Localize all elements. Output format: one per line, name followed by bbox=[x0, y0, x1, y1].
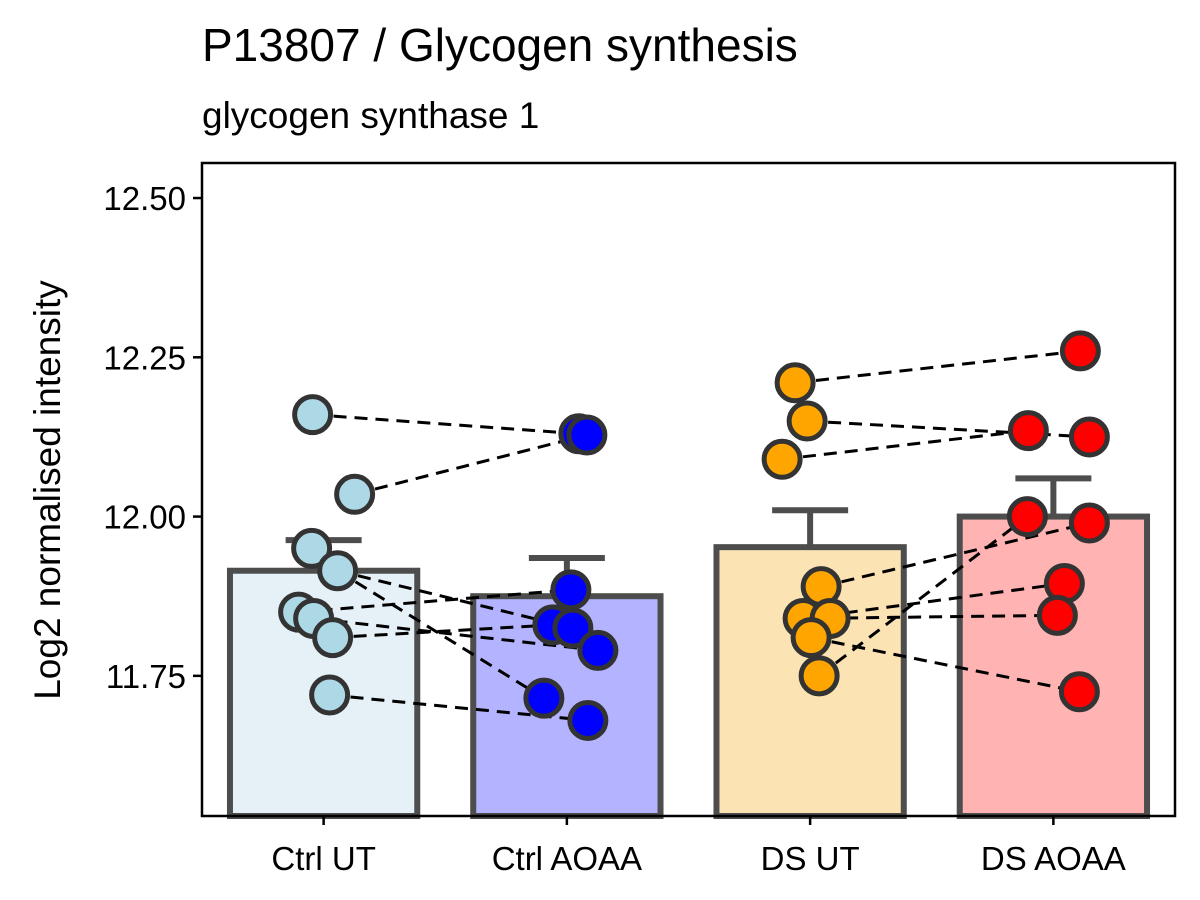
x-tick-label: DS AOAA bbox=[981, 840, 1126, 877]
data-point bbox=[312, 617, 354, 659]
y-tick-label: 12.00 bbox=[103, 499, 186, 536]
data-point bbox=[1068, 416, 1110, 458]
data-point bbox=[292, 394, 334, 436]
paired-line bbox=[820, 521, 1090, 589]
data-point bbox=[334, 473, 376, 515]
error-bar bbox=[772, 507, 849, 548]
data-point bbox=[1036, 594, 1078, 636]
x-tick-label: Ctrl AOAA bbox=[492, 840, 642, 877]
y-tick-label: 12.50 bbox=[103, 180, 186, 217]
data-point bbox=[309, 674, 351, 716]
paired-line bbox=[312, 413, 579, 436]
y-tick-label: 11.75 bbox=[106, 658, 186, 695]
x-tick-label: DS UT bbox=[761, 840, 860, 877]
y-axis-label: Log2 normalised intensity bbox=[27, 280, 68, 700]
x-tick-label: Ctrl UT bbox=[271, 840, 375, 877]
data-point bbox=[567, 699, 609, 741]
data-point bbox=[761, 438, 803, 480]
data-point bbox=[798, 655, 840, 697]
paired-line bbox=[298, 588, 571, 614]
data-point bbox=[291, 527, 333, 569]
data-point bbox=[1007, 410, 1049, 452]
data-point bbox=[1068, 502, 1110, 544]
bar-ds-aoaa bbox=[956, 513, 1151, 819]
axes-layer: 11.75 12.00 12.25 12.50 Ctrl UT Ctrl AOAA DS U… bbox=[103, 161, 1177, 877]
data-point bbox=[1058, 671, 1100, 713]
data-point bbox=[1059, 330, 1101, 372]
chart-subtitle: glycogen synthase 1 bbox=[202, 95, 540, 136]
data-point bbox=[523, 677, 565, 719]
data-point bbox=[577, 629, 619, 671]
error-bar bbox=[1015, 475, 1092, 517]
plot-frame bbox=[200, 161, 1177, 818]
data-point bbox=[790, 617, 832, 659]
paired-line bbox=[818, 515, 1029, 678]
bars-layer bbox=[226, 513, 1151, 820]
paired-line bbox=[332, 623, 553, 640]
points-layer bbox=[278, 330, 1110, 741]
data-point bbox=[774, 362, 816, 404]
data-point bbox=[566, 414, 608, 456]
data-point bbox=[317, 550, 359, 592]
data-point bbox=[550, 569, 592, 611]
data-point bbox=[552, 607, 594, 649]
y-tick-label: 12.25 bbox=[103, 339, 186, 376]
data-point bbox=[1006, 496, 1048, 538]
paired-line bbox=[354, 433, 588, 496]
data-point bbox=[786, 400, 828, 442]
chart-title: P13807 / Glycogen synthesis bbox=[202, 19, 798, 71]
paired-line bbox=[794, 349, 1081, 385]
